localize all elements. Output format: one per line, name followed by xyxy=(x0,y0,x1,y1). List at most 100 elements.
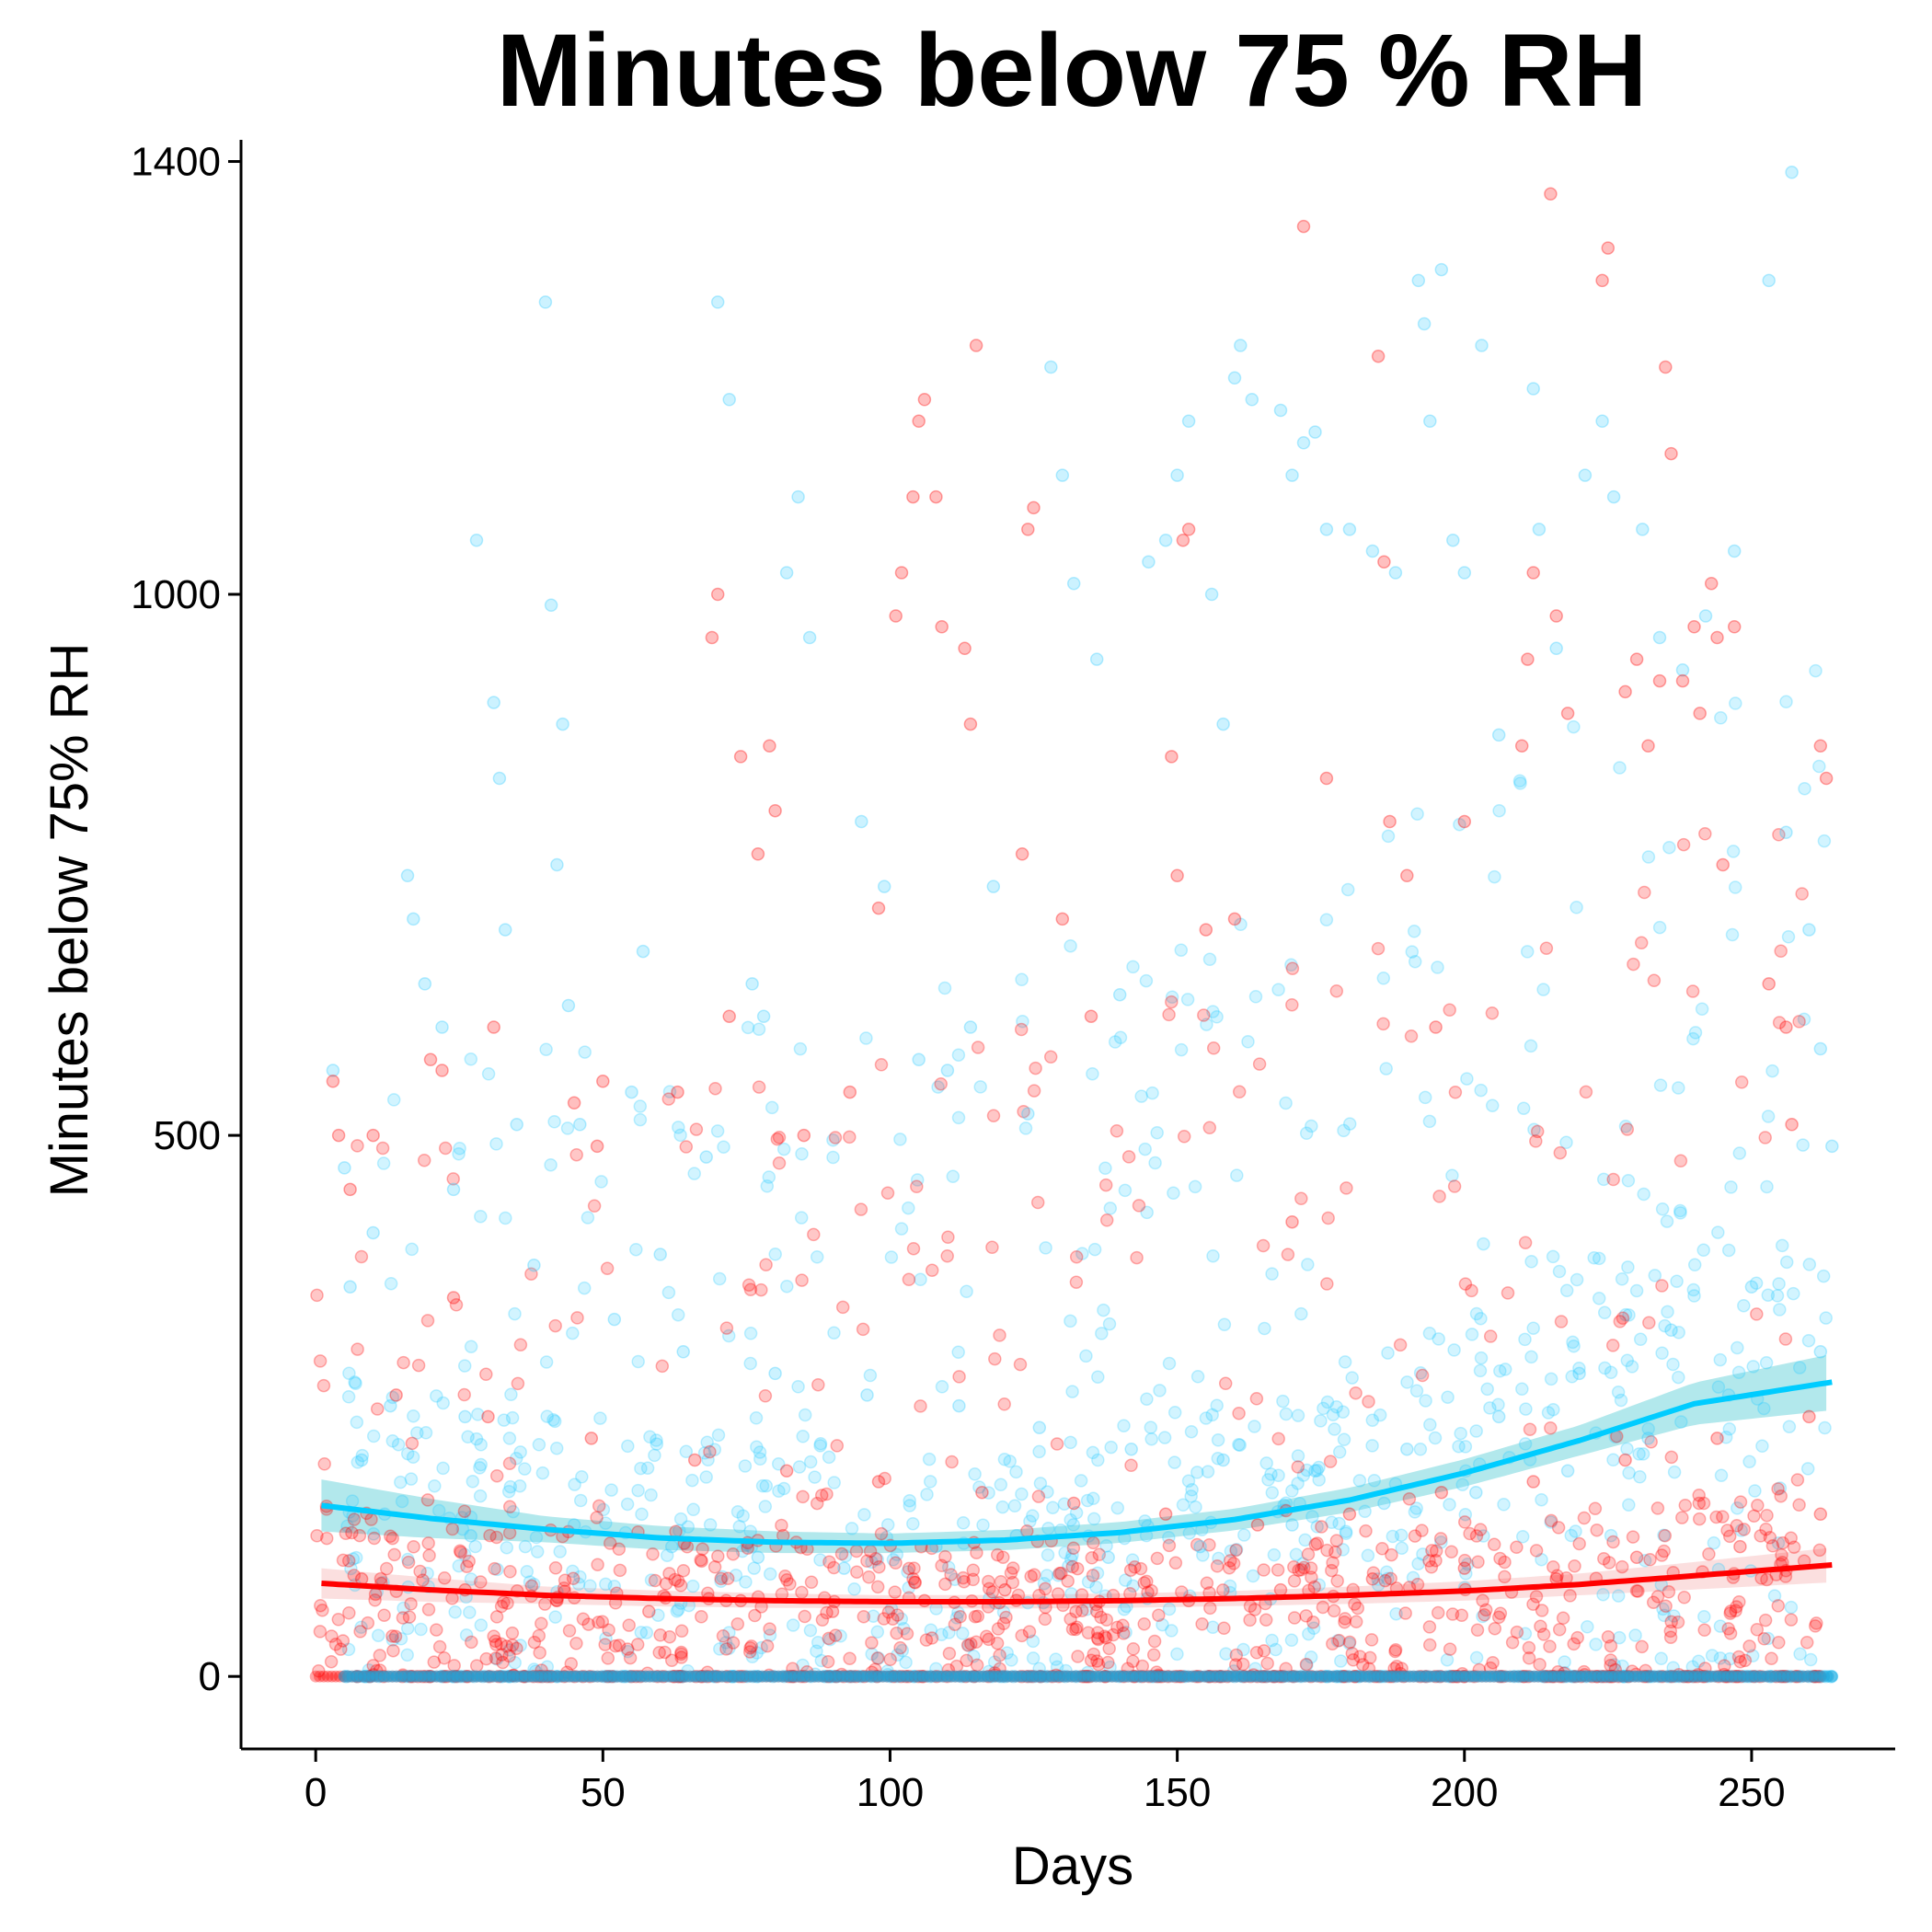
scatter-point-b xyxy=(1772,828,1786,842)
scatter-point-a xyxy=(1005,1653,1018,1667)
scatter-point-a xyxy=(1636,523,1650,536)
scatter-point-a xyxy=(1628,1628,1642,1642)
scatter-point-a xyxy=(963,1020,978,1034)
scatter-point-a xyxy=(1559,1283,1574,1298)
scatter-point-a xyxy=(1672,1081,1685,1095)
scatter-point-b xyxy=(1693,707,1707,720)
scatter-point-b xyxy=(1132,1199,1146,1213)
scatter-point-a xyxy=(593,1411,607,1425)
scatter-point-b xyxy=(730,1616,745,1631)
scatter-point-a xyxy=(371,1628,385,1642)
scatter-point-a xyxy=(474,1457,488,1472)
scatter-point-a xyxy=(621,1644,635,1659)
scatter-point-b xyxy=(314,1598,328,1613)
scatter-point-a xyxy=(1102,1317,1117,1331)
scatter-point-b xyxy=(1629,1550,1644,1565)
scatter-point-b xyxy=(807,1227,821,1242)
scatter-point-a xyxy=(1055,468,1070,482)
scatter-point-a xyxy=(650,1437,664,1451)
scatter-point-a xyxy=(776,1142,791,1156)
scatter-point-a xyxy=(1465,1328,1479,1341)
scatter-point-a xyxy=(713,1642,727,1656)
scatter-point-b xyxy=(1486,1655,1500,1670)
scatter-point-b xyxy=(1365,1572,1380,1586)
scatter-point-a xyxy=(743,1327,758,1340)
scatter-point-a xyxy=(1459,1567,1473,1581)
scatter-point-b xyxy=(1754,1571,1768,1585)
scatter-point-a xyxy=(877,880,891,893)
scatter-point-a xyxy=(1069,1506,1084,1520)
scatter-point-a xyxy=(899,1655,913,1670)
scatter-point-a xyxy=(750,1646,764,1660)
scatter-point-b xyxy=(460,1559,474,1573)
scatter-point-b xyxy=(969,1635,983,1650)
scatter-point-a xyxy=(466,1475,480,1489)
scatter-point-a xyxy=(1371,1572,1385,1586)
scatter-point-a xyxy=(566,1564,580,1579)
zero-point-a xyxy=(1825,1670,1838,1683)
scatter-point-b xyxy=(497,1595,511,1609)
scatter-point-a xyxy=(1458,1440,1473,1454)
scatter-point-b xyxy=(827,1560,841,1575)
scatter-point-a xyxy=(870,1625,885,1639)
scatter-point-a xyxy=(1371,1578,1386,1593)
scatter-point-b xyxy=(1257,1644,1271,1658)
scatter-point-a xyxy=(386,1093,401,1107)
scatter-point-b xyxy=(1069,1249,1084,1264)
scatter-point-a xyxy=(1604,1365,1618,1380)
scatter-point-a xyxy=(1108,1035,1122,1049)
scatter-point-a xyxy=(1365,544,1380,558)
scatter-point-b xyxy=(502,1649,516,1663)
scatter-point-a xyxy=(1417,316,1432,331)
scatter-point-b xyxy=(1305,1570,1318,1584)
scatter-point-a xyxy=(1597,1305,1612,1320)
scatter-point-b xyxy=(1092,1547,1107,1562)
scatter-point-b xyxy=(1522,1640,1536,1655)
scatter-point-a xyxy=(1308,1464,1322,1478)
scatter-point-a xyxy=(1657,1528,1671,1543)
scatter-point-b xyxy=(674,1650,688,1664)
scatter-point-b xyxy=(711,1549,725,1563)
scatter-point-a xyxy=(1688,1026,1703,1040)
scatter-point-a xyxy=(951,1345,965,1359)
scatter-point-b xyxy=(772,1156,787,1170)
scatter-point-b xyxy=(487,1629,500,1643)
scatter-point-a xyxy=(1205,1408,1219,1422)
scatter-point-b xyxy=(733,750,748,764)
scatter-point-a xyxy=(1040,1569,1054,1582)
scatter-point-a xyxy=(631,1354,645,1369)
scatter-point-b xyxy=(1070,1620,1084,1635)
scatter-point-b xyxy=(1662,1585,1676,1599)
scatter-point-b xyxy=(462,1554,476,1569)
scatter-point-b xyxy=(1206,1041,1221,1055)
scatter-point-b xyxy=(1351,1601,1365,1616)
scatter-point-b xyxy=(1659,360,1673,374)
scatter-point-a xyxy=(1299,1126,1314,1141)
scatter-point-b xyxy=(1181,523,1196,536)
scatter-point-a xyxy=(1742,1455,1756,1469)
scatter-point-b xyxy=(993,1649,1006,1662)
scatter-point-a xyxy=(1138,1142,1152,1156)
scatter-point-b xyxy=(1024,1570,1038,1583)
scatter-point-a xyxy=(996,1605,1011,1619)
scatter-point-a xyxy=(1457,566,1472,580)
scatter-point-b xyxy=(822,1555,836,1569)
scatter-point-a xyxy=(754,1640,768,1655)
scatter-point-a xyxy=(994,1478,1008,1492)
scatter-point-b xyxy=(862,1570,876,1584)
scatter-point-b xyxy=(1634,936,1649,950)
scatter-point-b xyxy=(982,1632,995,1647)
scatter-point-a xyxy=(803,1623,818,1638)
scatter-point-a xyxy=(721,1328,736,1343)
scatter-point-b xyxy=(1641,739,1655,753)
scatter-point-b xyxy=(345,1525,359,1540)
scatter-point-a xyxy=(1491,728,1506,742)
scatter-point-a xyxy=(640,1461,655,1475)
scatter-point-b xyxy=(630,1638,645,1651)
scatter-point-b xyxy=(1526,1597,1540,1611)
scatter-point-b xyxy=(1366,1566,1381,1580)
scatter-point-a xyxy=(481,1067,496,1081)
scatter-point-b xyxy=(1015,1628,1029,1643)
scatter-point-b xyxy=(1750,1623,1765,1637)
scatter-point-a xyxy=(1140,1392,1154,1406)
